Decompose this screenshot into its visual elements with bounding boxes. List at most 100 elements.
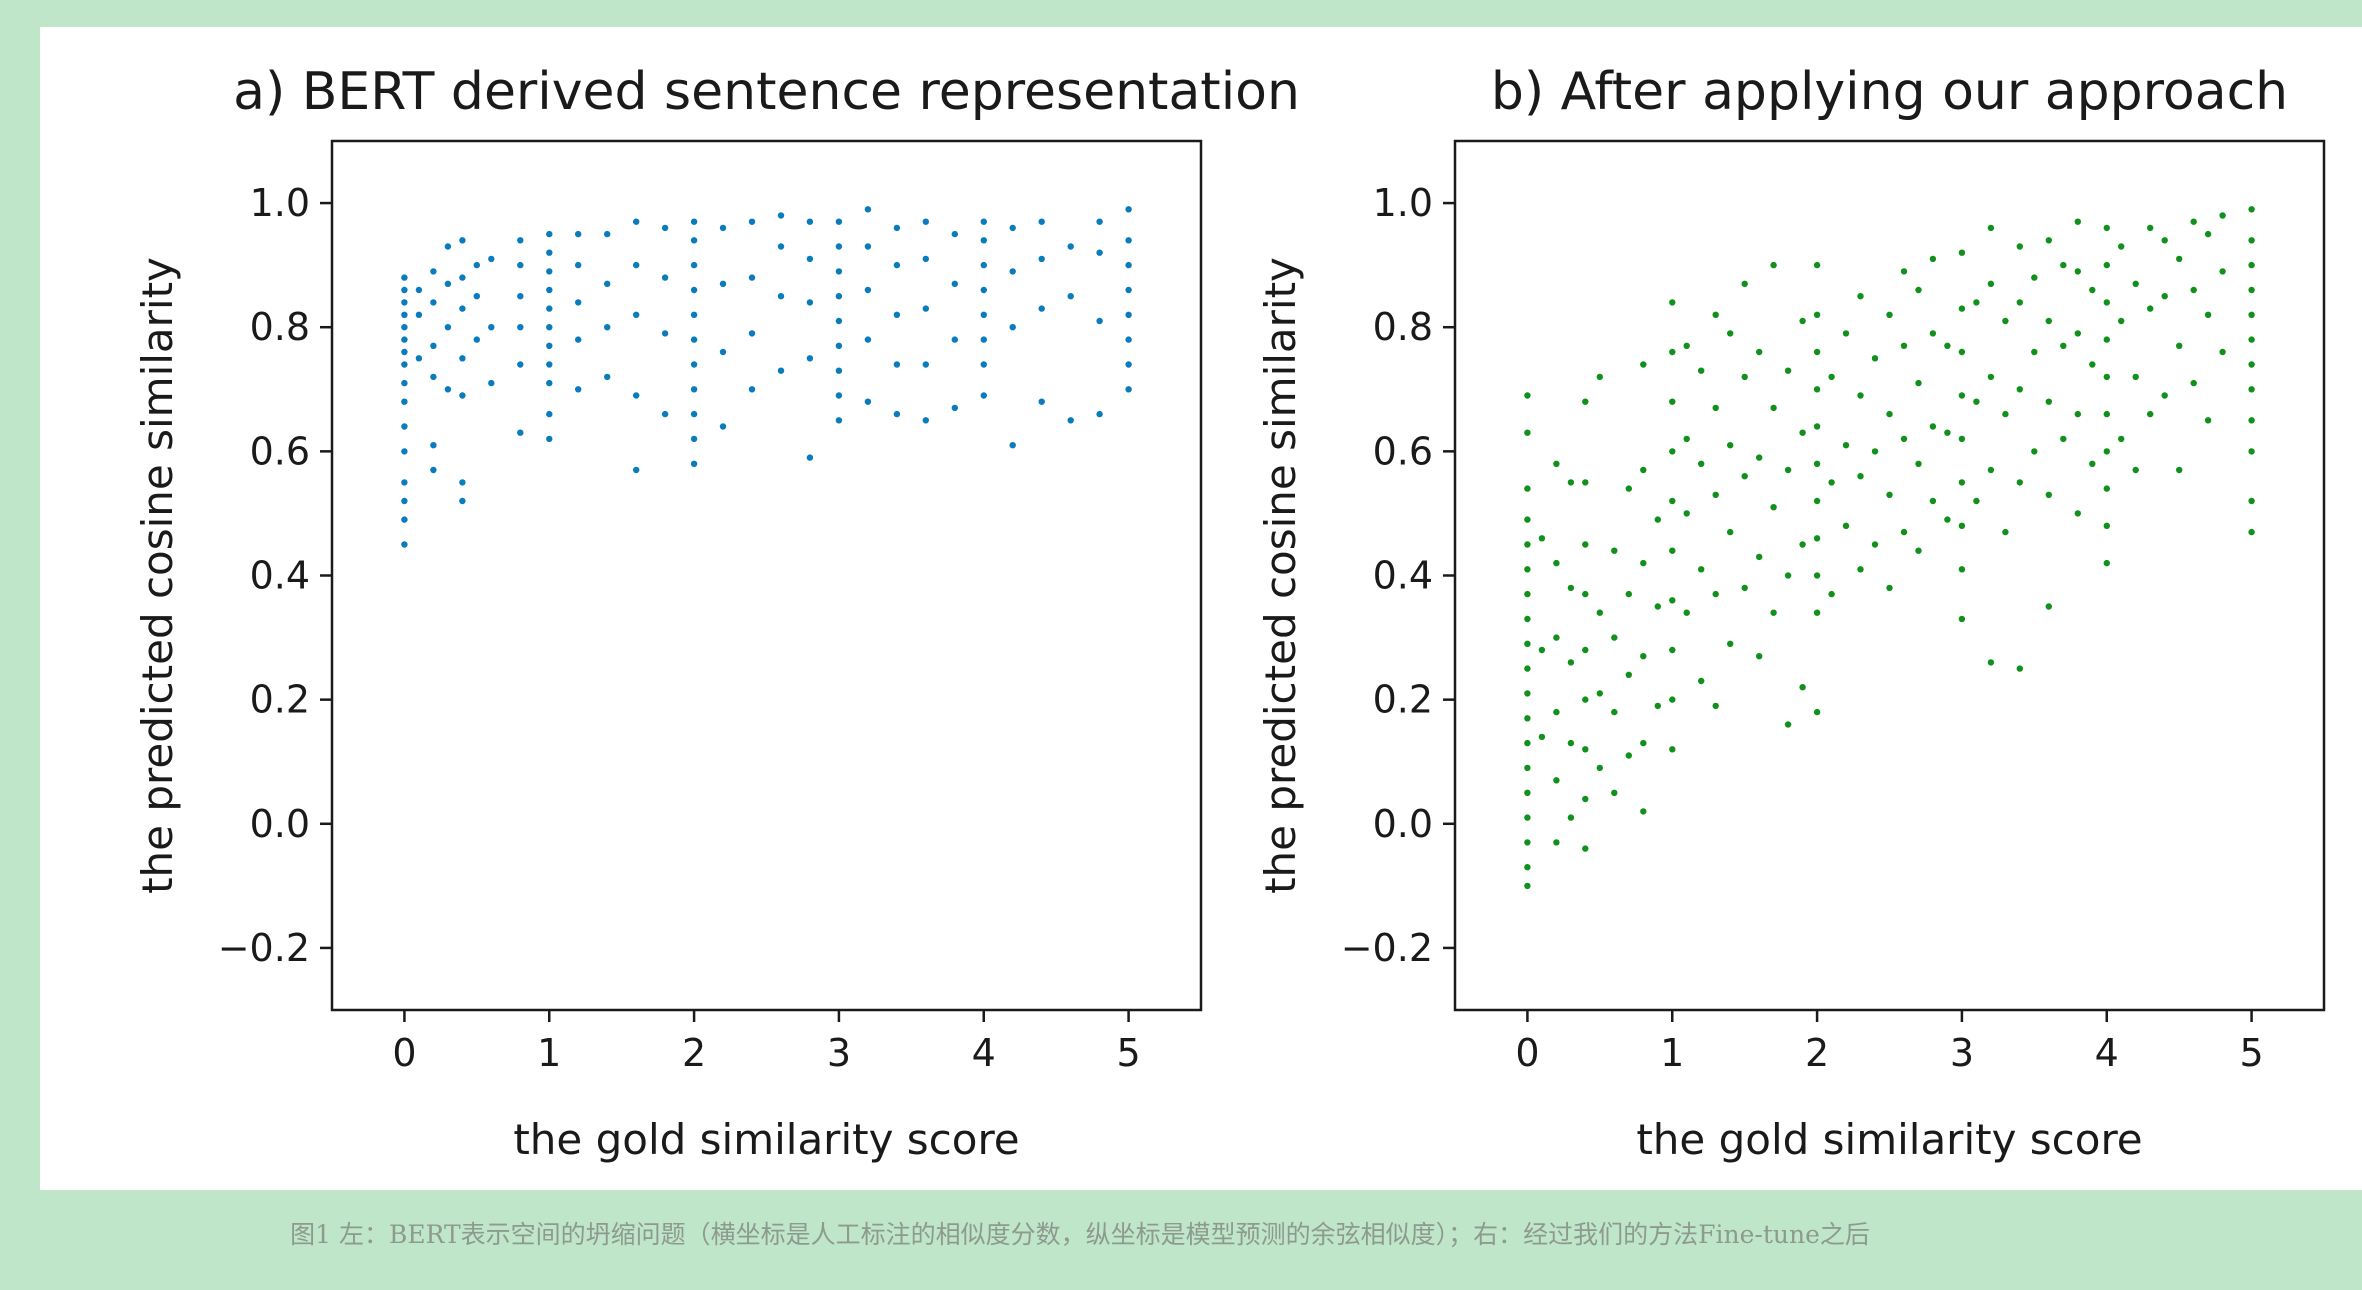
chart-a-point	[633, 311, 640, 318]
chart-a-point	[980, 218, 987, 225]
chart-a-point	[835, 268, 843, 275]
chart-a-point	[690, 460, 698, 467]
chart-b-point	[2248, 528, 2255, 536]
chart-b-point	[1987, 466, 1995, 474]
chart-b-point	[1784, 721, 1792, 728]
chart-b-point	[1944, 516, 1951, 523]
chart-b-point	[1582, 398, 1589, 405]
chart-b-point	[1770, 404, 1777, 412]
chart-b-point	[1770, 609, 1777, 616]
chart-b-point	[1958, 435, 1966, 443]
chart-b-point	[1524, 615, 1531, 623]
chart-b-point	[1813, 497, 1821, 505]
chart-a-xtick-label: 3	[827, 1031, 851, 1075]
chart-b-point	[1828, 373, 1835, 381]
chart-a-point	[401, 516, 408, 523]
chart-b-point	[1669, 299, 1676, 306]
chart-b-point	[2132, 373, 2139, 381]
chart-b-point	[1524, 590, 1531, 598]
chart-b-ytick-label: 0.4	[1373, 554, 1433, 598]
chart-b-point	[1611, 708, 1618, 716]
chart-a-ylabel: the predicted cosine similarity	[133, 257, 182, 894]
chart-b-xtick-label: 2	[1805, 1031, 1829, 1075]
chart-a-point	[922, 361, 929, 368]
chart-a-point	[893, 410, 901, 418]
chart-b-point	[2118, 435, 2125, 443]
chart-b-point	[2147, 224, 2154, 232]
chart-b-point	[1698, 677, 1705, 685]
chart-a-point	[980, 237, 987, 244]
chart-b-point	[1756, 553, 1763, 561]
chart-b-point	[2016, 299, 2024, 306]
chart-b-point	[1944, 342, 1951, 349]
chart-b-point	[1611, 547, 1618, 554]
chart-a-point	[633, 261, 640, 269]
chart-b-point	[2074, 510, 2081, 517]
chart-a-point	[401, 299, 408, 306]
chart-a-point	[690, 336, 698, 343]
chart-a-point	[415, 286, 423, 294]
chart-a-point	[401, 497, 408, 505]
chart-b-point	[1958, 615, 1966, 623]
chart-a-point	[835, 342, 843, 349]
chart-b-point	[1929, 423, 1937, 430]
chart-a-point	[719, 280, 727, 287]
chart-b-point	[1669, 448, 1676, 455]
chart-b-point	[2074, 268, 2081, 275]
chart-b-point	[1813, 708, 1821, 716]
chart-a-ytick-label: 0.0	[250, 802, 310, 846]
chart-a-point	[633, 466, 640, 474]
chart-b-point	[1828, 479, 1835, 486]
chart-a-point	[777, 212, 785, 219]
chart-b-point	[2045, 491, 2052, 498]
chart-b-point	[1683, 342, 1690, 349]
chart-a-point	[575, 230, 582, 238]
chart-b-point	[1973, 398, 1980, 405]
chart-b-point	[2103, 261, 2110, 269]
chart-b-point	[1524, 864, 1531, 871]
chart-b-point	[2002, 317, 2009, 325]
chart-a-point	[690, 311, 698, 318]
chart-a-point	[1125, 336, 1132, 343]
chart-b-point	[2031, 274, 2038, 281]
chart-a-point	[401, 274, 408, 281]
chart-b-xtick-label: 1	[1660, 1031, 1684, 1075]
chart-b-point	[1756, 653, 1763, 660]
chart-a-ytick-label: −0.2	[218, 926, 310, 970]
chart-b-xtick-label: 0	[1515, 1031, 1539, 1075]
chart-b-point	[1857, 392, 1864, 399]
chart-b-point	[2103, 336, 2110, 343]
chart-b-point	[1596, 609, 1604, 616]
chart-b-point	[2060, 261, 2067, 269]
chart-a-point	[777, 367, 785, 374]
chart-b-point	[1553, 839, 1560, 846]
chart-a-point	[748, 330, 756, 337]
chart-a-point	[806, 218, 814, 225]
chart-b-point	[2248, 417, 2255, 424]
chart-a-point	[604, 280, 611, 287]
chart-b-point	[1770, 504, 1777, 511]
chart-a-point	[806, 355, 814, 362]
chart-b-point	[2089, 460, 2096, 467]
chart-b-point	[1524, 839, 1531, 846]
chart-a-xlabel: the gold similarity score	[513, 1115, 1019, 1164]
chart-a-point	[1125, 261, 1132, 269]
chart-b: 0 1 2 3 4 5 −0.2 0.0 0.2 0.4 0.6 0.8 1.0 b) After app…	[1256, 62, 2326, 1164]
chart-a-point	[748, 386, 756, 393]
chart-b-point	[1640, 808, 1647, 815]
chart-a-point	[546, 379, 553, 387]
chart-b-point	[1524, 640, 1531, 647]
chart-b-point	[1900, 528, 1908, 536]
chart-b-point	[1669, 597, 1676, 604]
chart-b-ylabel: the predicted cosine similarity	[1256, 257, 1305, 894]
chart-a-xtick-label: 5	[1116, 1031, 1140, 1075]
chart-b-point	[1654, 603, 1662, 610]
chart-a-xtick-label: 1	[537, 1031, 561, 1075]
chart-a-ytick-label: 0.2	[250, 678, 310, 722]
chart-b-point	[1770, 261, 1777, 269]
chart-a-point	[517, 361, 524, 368]
chart-a-point	[690, 435, 698, 443]
chart-a-ytick-label: 0.4	[250, 554, 310, 598]
chart-a-point	[444, 243, 452, 250]
chart-b-point	[1582, 590, 1589, 598]
